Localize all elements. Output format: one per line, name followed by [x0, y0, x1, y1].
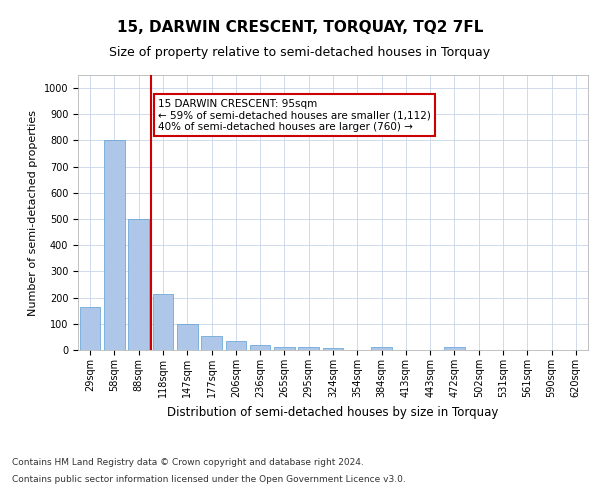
- Text: Contains public sector information licensed under the Open Government Licence v3: Contains public sector information licen…: [12, 476, 406, 484]
- Text: 15, DARWIN CRESCENT, TORQUAY, TQ2 7FL: 15, DARWIN CRESCENT, TORQUAY, TQ2 7FL: [117, 20, 483, 35]
- Text: Distribution of semi-detached houses by size in Torquay: Distribution of semi-detached houses by …: [167, 406, 499, 419]
- Text: Contains HM Land Registry data © Crown copyright and database right 2024.: Contains HM Land Registry data © Crown c…: [12, 458, 364, 467]
- Bar: [128, 219, 149, 350]
- Bar: [298, 348, 319, 350]
- Y-axis label: Number of semi-detached properties: Number of semi-detached properties: [28, 110, 38, 316]
- Bar: [323, 348, 343, 350]
- Bar: [250, 346, 271, 350]
- Bar: [274, 347, 295, 350]
- Bar: [80, 307, 100, 350]
- Bar: [104, 140, 125, 350]
- Bar: [201, 336, 222, 350]
- Text: 15 DARWIN CRESCENT: 95sqm
← 59% of semi-detached houses are smaller (1,112)
40% : 15 DARWIN CRESCENT: 95sqm ← 59% of semi-…: [158, 98, 431, 132]
- Text: Size of property relative to semi-detached houses in Torquay: Size of property relative to semi-detach…: [109, 46, 491, 59]
- Bar: [177, 324, 197, 350]
- Bar: [444, 348, 465, 350]
- Bar: [371, 348, 392, 350]
- Bar: [226, 341, 246, 350]
- Bar: [152, 294, 173, 350]
